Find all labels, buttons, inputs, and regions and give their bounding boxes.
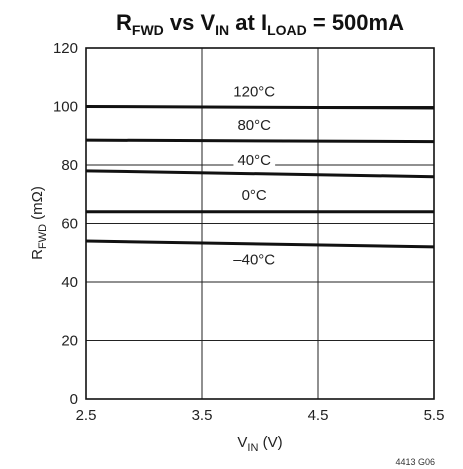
series-line — [85, 105, 435, 110]
x-tick-label: 5.5 — [424, 407, 445, 424]
x-axis-label: VIN (V) — [237, 434, 282, 454]
figure-code: 4413 G06 — [395, 457, 435, 467]
series-label-background — [237, 187, 271, 205]
y-tick-label: 40 — [61, 274, 78, 291]
series-lines — [85, 105, 435, 249]
plot-frame — [85, 47, 435, 400]
series-labels: 120°C 80°C 40°C 0°C –40°C — [229, 83, 280, 269]
x-tick-label: 2.5 — [76, 407, 97, 424]
y-tick-label: 100 — [53, 99, 78, 116]
x-tick-label: 3.5 — [192, 407, 213, 424]
series-label-background — [233, 152, 276, 169]
series-label-background — [229, 83, 280, 101]
x-tick-label: 4.5 — [308, 407, 329, 424]
series-label-background — [229, 251, 280, 269]
y-tick-labels: 0 20 40 60 80 100 120 — [53, 40, 78, 408]
series-line — [85, 138, 435, 144]
x-tick-labels: 2.5 3.5 4.5 5.5 — [76, 407, 445, 424]
series-line — [85, 239, 435, 249]
series-line — [85, 169, 435, 179]
y-axis-label: RFWD (mΩ) — [29, 186, 49, 260]
series-label: 0°C — [242, 187, 267, 204]
series-label: 120°C — [233, 83, 275, 100]
y-tick-label: 20 — [61, 333, 78, 350]
series-label: 40°C — [237, 152, 271, 169]
y-tick-label: 0 — [70, 391, 78, 408]
series-label: 80°C — [237, 117, 271, 134]
series-label-background — [233, 116, 276, 134]
y-tick-label: 80 — [61, 157, 78, 174]
chart-title: RFWD vs VIN at ILOAD = 500mA — [116, 10, 404, 38]
series-label: –40°C — [233, 251, 275, 268]
y-tick-label: 60 — [61, 216, 78, 233]
grid-lines — [85, 47, 435, 400]
y-tick-label: 120 — [53, 40, 78, 57]
